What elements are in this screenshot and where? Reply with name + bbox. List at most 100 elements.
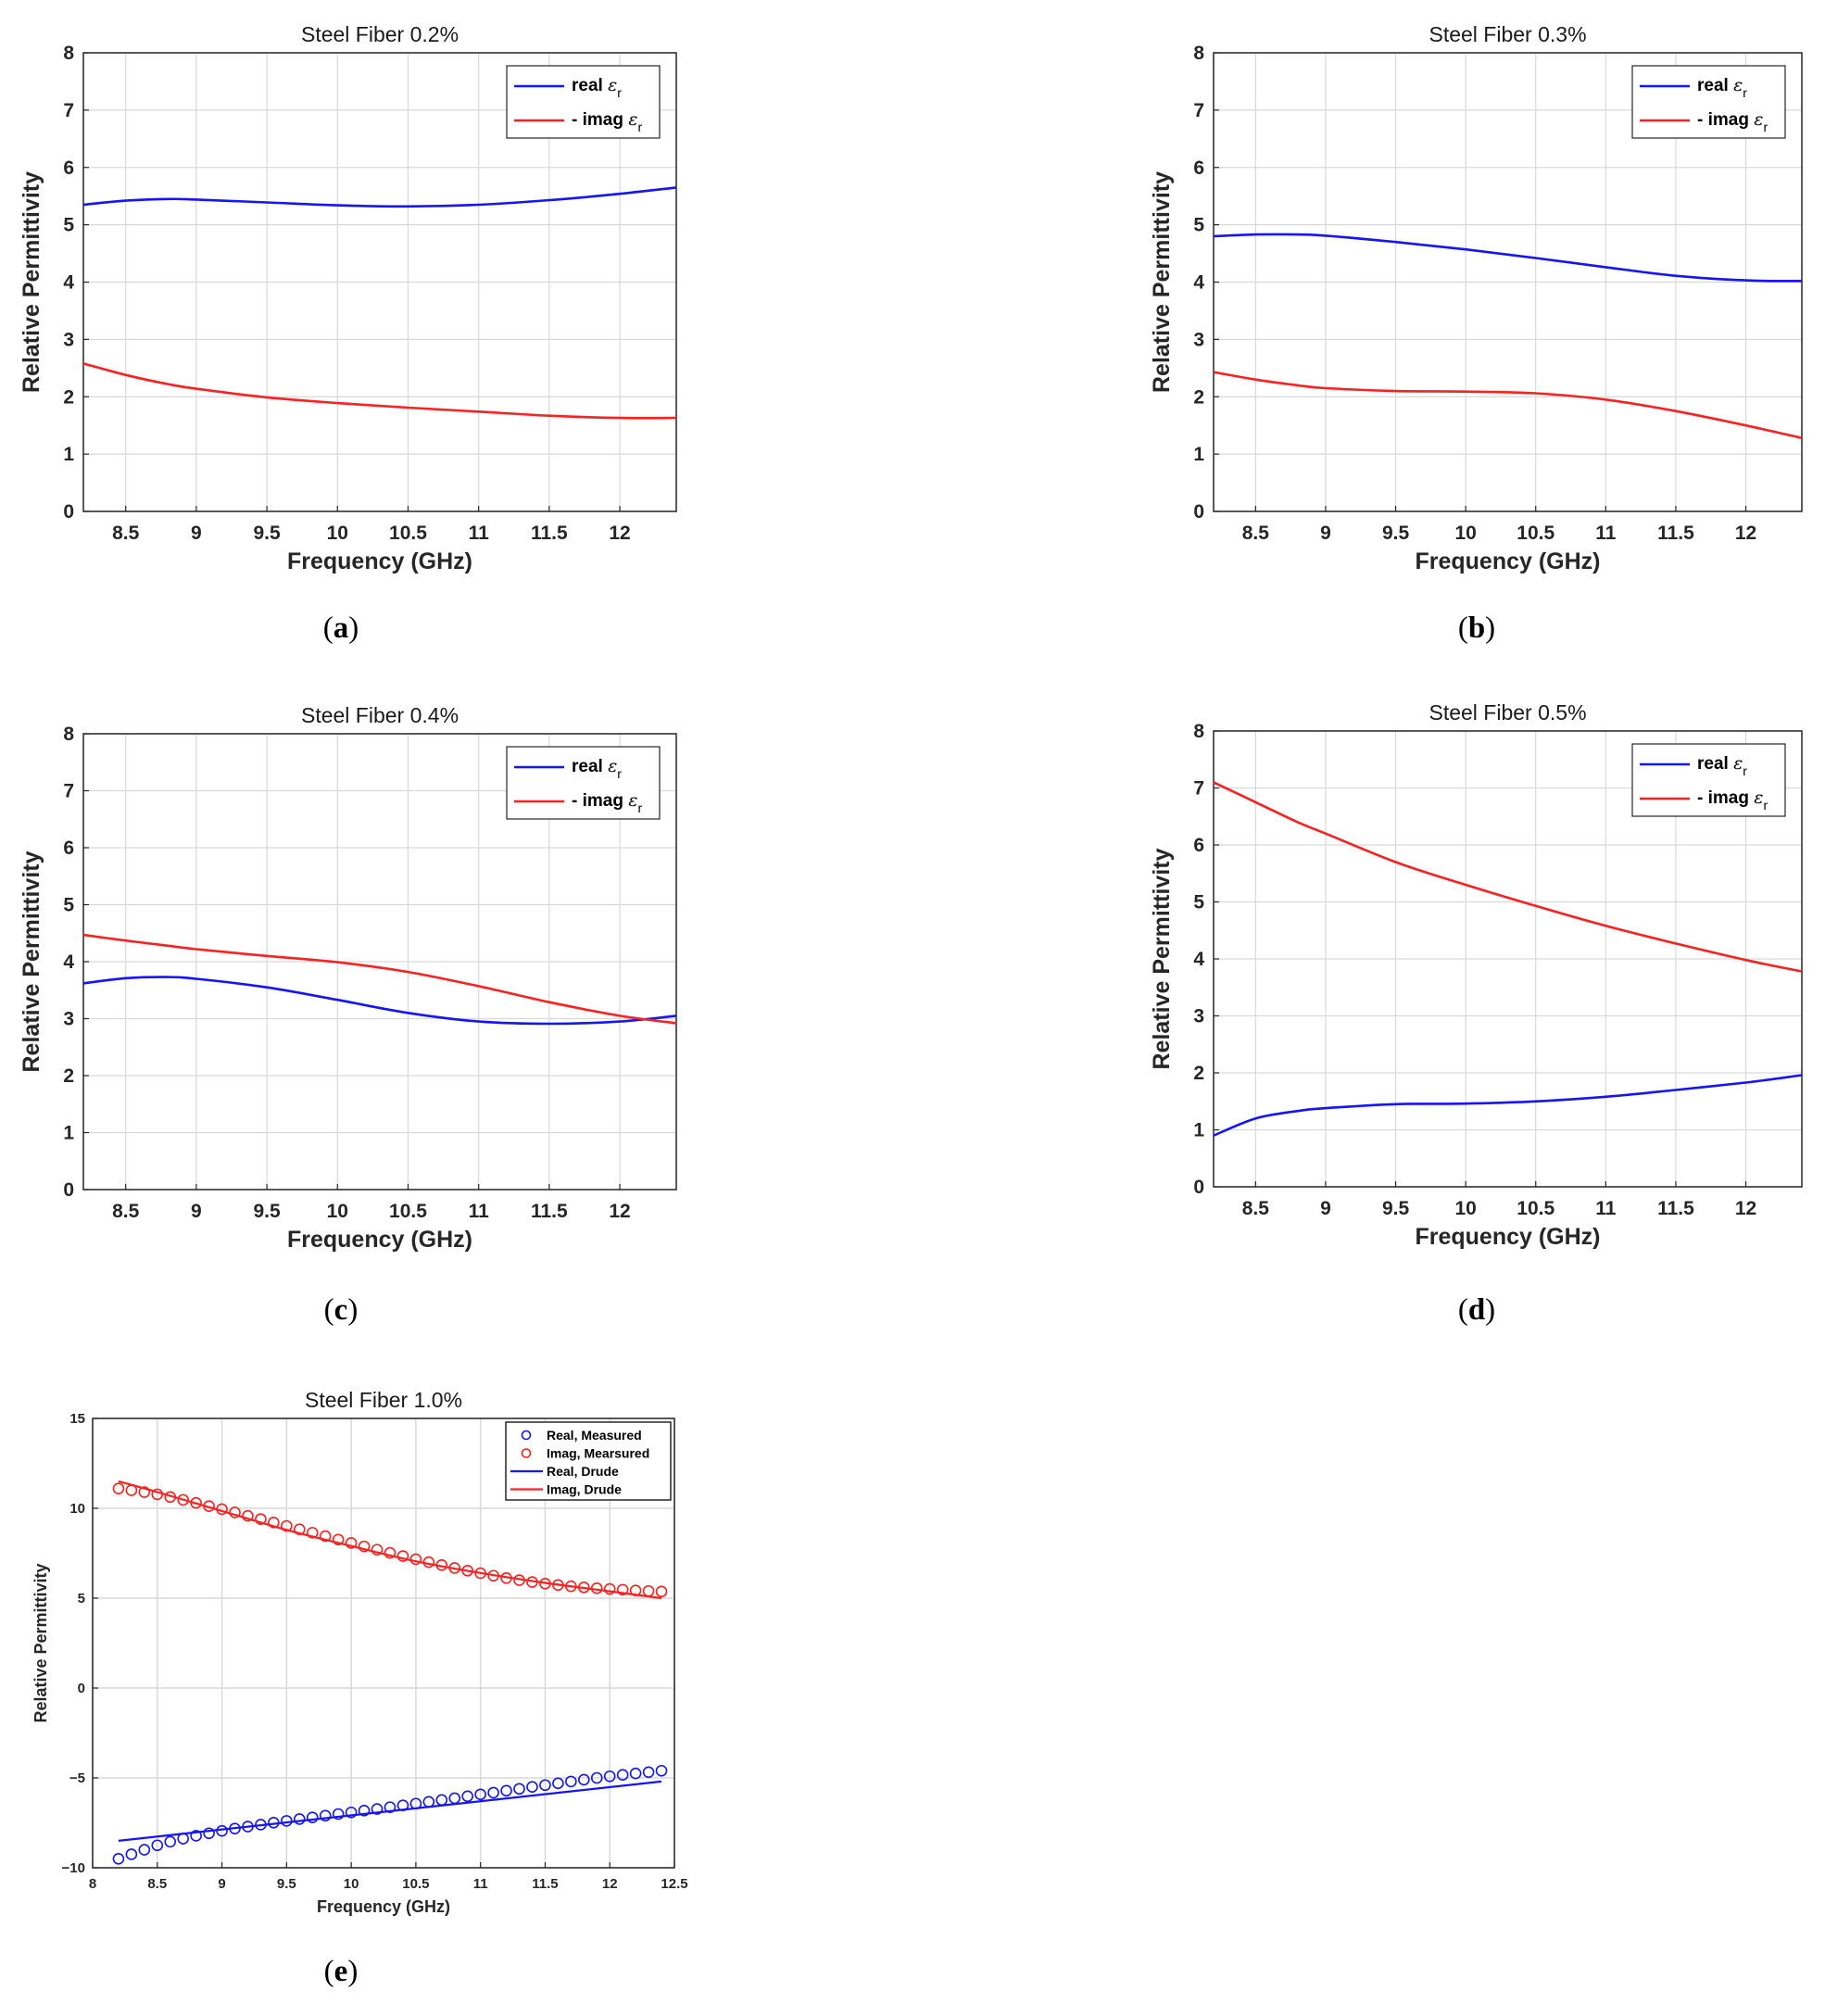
real-measured-point xyxy=(138,1844,151,1856)
x-tick-label: 11 xyxy=(469,523,490,544)
real-measured-point xyxy=(112,1853,125,1865)
imag-measured-point xyxy=(396,1550,409,1562)
legend-label: Imag, Drude xyxy=(547,1482,622,1497)
legend: real εr- imag εr xyxy=(506,65,661,139)
y-tick-label: 8 xyxy=(1193,43,1204,64)
y-axis-label: Relative Permittivity xyxy=(19,850,44,1072)
y-tick-label: 5 xyxy=(63,215,74,236)
real-measured-point xyxy=(539,1779,551,1792)
real-measured-point xyxy=(384,1801,396,1813)
series-line-red xyxy=(82,933,677,1025)
x-tick-label: 9.5 xyxy=(253,523,281,544)
x-tick-label: 9.5 xyxy=(1382,523,1410,544)
x-tick-label: 8.5 xyxy=(112,523,140,544)
imag-measured-point xyxy=(319,1530,332,1543)
y-tick-label: 8 xyxy=(1193,721,1204,742)
series-line-blue xyxy=(82,186,677,208)
chart-title: Steel Fiber 0.5% xyxy=(1429,700,1586,724)
real-measured-point xyxy=(474,1788,486,1801)
imag-measured-point xyxy=(293,1523,306,1535)
series-line-blue xyxy=(118,1780,662,1842)
x-tick-label: 9.5 xyxy=(1382,1198,1410,1219)
y-tick-label: −5 xyxy=(69,1770,85,1786)
imag-measured-point xyxy=(371,1544,384,1556)
real-measured-point xyxy=(513,1783,525,1796)
x-tick-label: 11 xyxy=(1595,1198,1617,1219)
x-tick-label: 8.5 xyxy=(147,1876,167,1892)
x-tick-label: 10 xyxy=(327,523,348,544)
imag-measured-point xyxy=(306,1527,319,1539)
series-line-red xyxy=(1213,371,1803,440)
imag-measured-point xyxy=(242,1509,254,1522)
y-tick-label: 8 xyxy=(63,43,74,64)
y-tick-label: 7 xyxy=(1193,100,1204,121)
real-measured-point xyxy=(293,1813,306,1825)
real-measured-point xyxy=(565,1775,577,1788)
x-tick-label: 12 xyxy=(1735,1198,1756,1219)
x-tick-label: 10.5 xyxy=(389,523,427,544)
y-tick-label: 8 xyxy=(63,724,74,745)
legend-label: Real, Measured xyxy=(547,1428,642,1443)
y-axis-label: Relative Permittivity xyxy=(19,171,44,393)
y-axis-label: Relative Permittivity xyxy=(1149,171,1175,393)
y-tick-label: 5 xyxy=(78,1591,85,1606)
imag-measured-point xyxy=(268,1517,280,1529)
y-tick-label: 10 xyxy=(69,1501,85,1517)
y-tick-label: 4 xyxy=(63,272,74,294)
real-measured-point xyxy=(552,1777,564,1790)
legend-label: Imag, Mearsured xyxy=(547,1446,649,1461)
y-tick-label: 2 xyxy=(1193,1063,1204,1084)
y-tick-label: 0 xyxy=(1193,1177,1204,1198)
legend: real εr- imag εr xyxy=(1631,65,1786,139)
y-tick-label: 7 xyxy=(1193,778,1204,800)
x-tick-label: 9 xyxy=(191,1201,202,1222)
imag-measured-point xyxy=(409,1553,422,1566)
imag-measured-point xyxy=(616,1583,629,1596)
real-measured-point xyxy=(487,1786,499,1799)
legend-box xyxy=(505,1421,672,1501)
y-tick-label: 2 xyxy=(63,386,74,408)
x-tick-label: 11.5 xyxy=(531,523,568,544)
imag-measured-point xyxy=(332,1533,345,1546)
imag-measured-point xyxy=(112,1482,125,1494)
x-tick-label: 12 xyxy=(609,1201,630,1222)
y-tick-label: 3 xyxy=(63,1009,74,1030)
caption-e: (e) xyxy=(323,1955,359,1988)
series-line-red xyxy=(1213,781,1803,973)
real-measured-point xyxy=(371,1803,384,1815)
x-tick-label: 8.5 xyxy=(112,1201,140,1222)
x-tick-label: 9 xyxy=(191,523,202,544)
real-measured-point xyxy=(358,1805,371,1817)
x-tick-label: 11 xyxy=(469,1201,490,1222)
real-measured-point xyxy=(332,1808,345,1821)
x-tick-label: 11.5 xyxy=(1657,523,1694,544)
real-measured-point xyxy=(319,1809,332,1822)
y-tick-label: 4 xyxy=(1193,272,1204,294)
legend: real εr- imag εr xyxy=(1631,743,1786,817)
y-tick-label: 1 xyxy=(63,1123,74,1144)
x-tick-label: 10 xyxy=(1454,1198,1476,1219)
real-measured-point xyxy=(125,1848,138,1860)
legend-label: Real, Drude xyxy=(547,1464,619,1479)
x-tick-label: 10.5 xyxy=(1517,1198,1554,1219)
imag-measured-point xyxy=(358,1540,371,1553)
real-measured-point xyxy=(345,1806,358,1819)
y-tick-label: 5 xyxy=(1193,892,1204,914)
y-tick-label: 5 xyxy=(63,895,74,916)
chart-title: Steel Fiber 0.2% xyxy=(301,22,459,46)
legend: Real, Measured Imag, Mearsured Real, Drude… xyxy=(505,1421,672,1501)
x-tick-label: 12 xyxy=(602,1876,618,1892)
x-tick-label: 8.5 xyxy=(1242,1198,1270,1219)
real-measured-point xyxy=(164,1835,177,1848)
real-measured-point xyxy=(151,1839,164,1852)
imag-measured-point xyxy=(281,1519,293,1532)
real-measured-point xyxy=(590,1771,603,1784)
x-tick-label: 8 xyxy=(89,1876,96,1892)
y-tick-label: 3 xyxy=(1193,1006,1204,1027)
y-tick-label: −10 xyxy=(62,1860,85,1876)
real-measured-point xyxy=(500,1784,512,1797)
y-tick-label: 3 xyxy=(63,329,74,350)
caption-a: (a) xyxy=(322,611,359,645)
